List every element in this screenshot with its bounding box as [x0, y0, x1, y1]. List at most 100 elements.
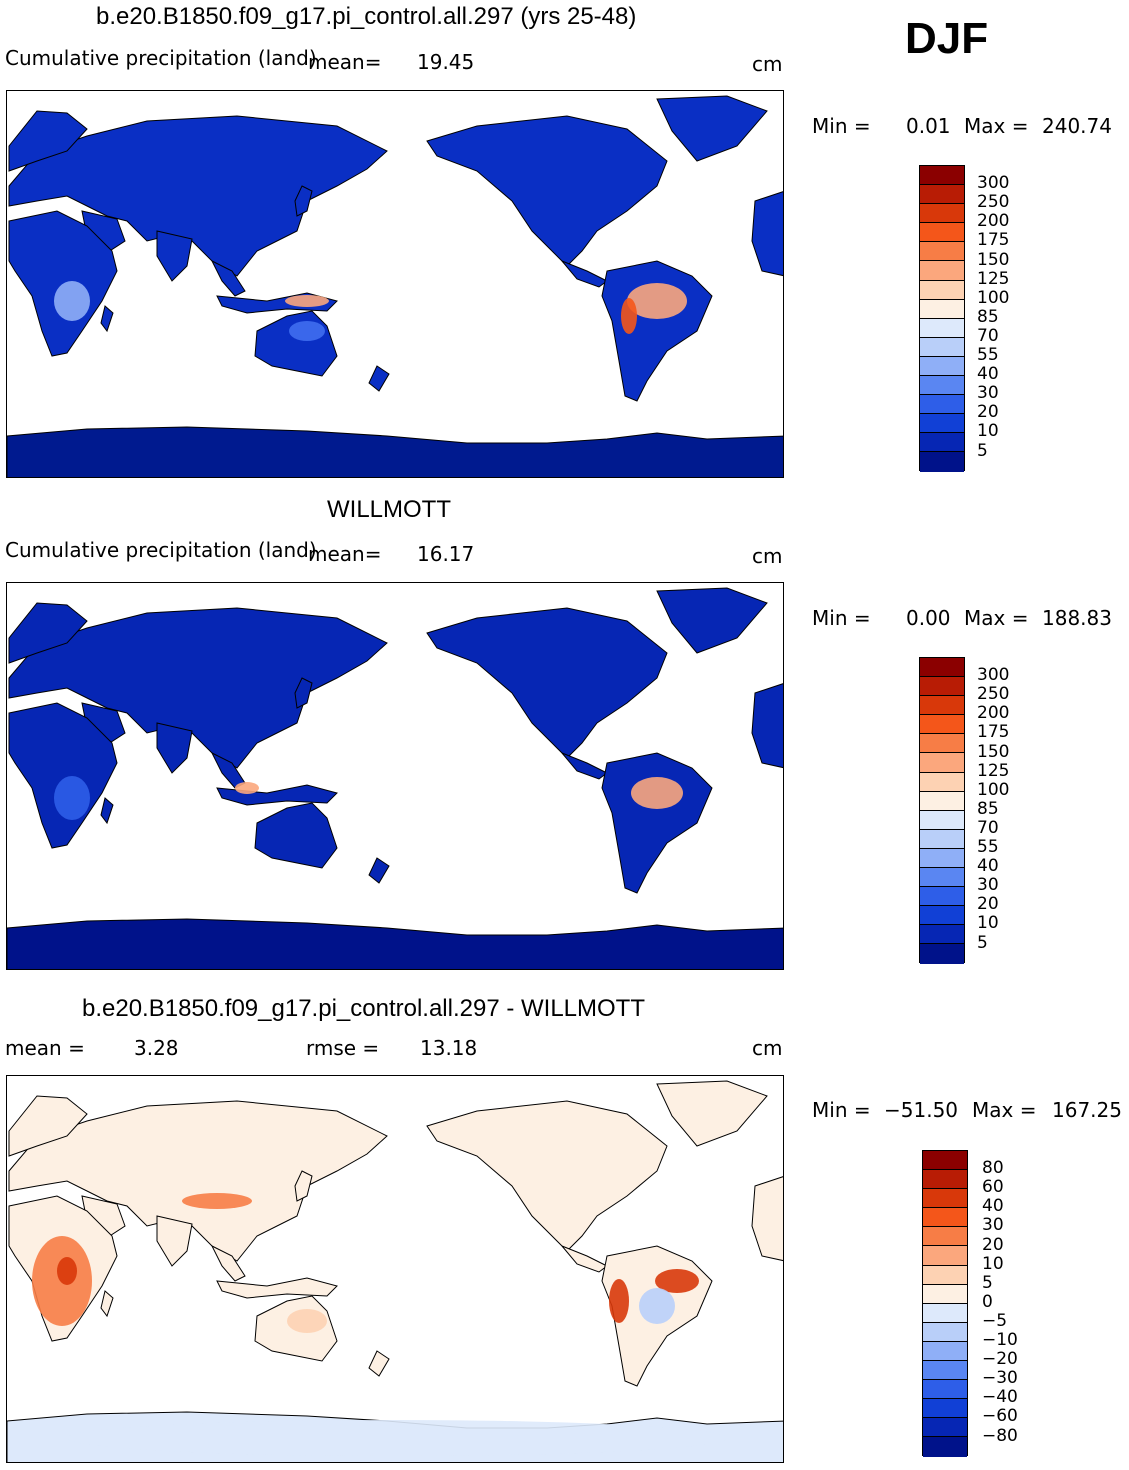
colorbar-swatch	[920, 414, 964, 434]
landmass-greenland	[656, 95, 768, 162]
panel1-units: cm	[752, 52, 783, 76]
colorbar-tick-label: 55	[977, 345, 999, 365]
field-amazon-wet	[627, 283, 687, 319]
panel1-title: b.e20.B1850.f09_g17.pi_control.all.297 (…	[96, 3, 637, 30]
colorbar-swatch	[920, 829, 964, 849]
field-brazil-mid	[639, 1288, 675, 1324]
colorbar-swatch	[920, 791, 964, 811]
colorbar-swatch	[923, 1246, 967, 1266]
landmass-africa-east-edge	[751, 1176, 783, 1262]
colorbar-swatch	[920, 376, 964, 396]
field-australia-mid	[289, 321, 325, 341]
colorbar-tick-label: 150	[977, 249, 1010, 270]
colorbar-tick-label: 100	[977, 779, 1010, 800]
colorbar-tick-label: 250	[977, 192, 1010, 213]
colorbar-tick-label: 10	[977, 913, 999, 934]
colorbar-tick-label: 300	[977, 173, 1010, 194]
colorbar-tick-label: 30	[982, 1215, 1004, 1236]
colorbar-tick-label: −10	[982, 1330, 1018, 1350]
landmass-nz	[368, 365, 390, 392]
colorbar-tick-label: 250	[977, 684, 1010, 705]
landmass-india	[156, 1215, 193, 1267]
panel3-min-value: −51.50	[884, 1098, 959, 1122]
landmass-greenland	[656, 1080, 768, 1147]
colorbar-swatch	[920, 433, 964, 453]
colorbar-swatch	[923, 1437, 967, 1457]
landmass-northamerica	[426, 115, 668, 267]
panel3-map	[6, 1075, 784, 1463]
colorbar-swatch	[923, 1284, 967, 1304]
panel2-max-value: 188.83	[1042, 606, 1112, 630]
colorbar-tick-label: −40	[982, 1387, 1018, 1408]
panel3-mean-value: 3.28	[134, 1036, 179, 1060]
colorbar-tick-label: 20	[977, 894, 999, 915]
panel3-rmse-label: rmse =	[306, 1036, 380, 1060]
colorbar-tick-label: −80	[982, 1425, 1018, 1446]
panel2-map	[6, 582, 784, 970]
panel2-min-value: 0.00	[906, 606, 951, 630]
colorbar-swatch	[920, 337, 964, 357]
colorbar-swatch	[923, 1227, 967, 1247]
field-asia-wet	[182, 1193, 252, 1209]
landmass-japan	[294, 185, 313, 217]
colorbar-tick-label: 5	[977, 440, 988, 461]
panel3-colorbar	[922, 1150, 968, 1457]
colorbar-tick-label: −20	[982, 1349, 1018, 1370]
colorbar-swatch	[923, 1341, 967, 1362]
colorbar-swatch	[920, 906, 964, 926]
colorbar-swatch	[920, 242, 964, 262]
colorbar-swatch	[920, 452, 964, 472]
colorbar-tick-label: 200	[977, 211, 1010, 232]
colorbar-tick-label: 0	[982, 1291, 993, 1312]
colorbar-tick-label: 175	[977, 230, 1010, 251]
landmass-seasia	[210, 1244, 246, 1282]
colorbar-swatch	[920, 166, 964, 186]
colorbar-swatch	[920, 658, 964, 678]
panel2-max-label: Max =	[964, 606, 1029, 630]
panel2-colorbar	[919, 657, 965, 964]
colorbar-swatch	[920, 848, 964, 869]
colorbar-tick-label: 125	[977, 268, 1010, 289]
colorbar-tick-label: 5	[982, 1272, 993, 1293]
colorbar-swatch	[923, 1418, 967, 1438]
colorbar-tick-label: 200	[977, 703, 1010, 724]
colorbar-swatch	[920, 204, 964, 224]
colorbar-swatch	[920, 677, 964, 697]
colorbar-swatch	[920, 395, 964, 415]
colorbar-tick-label: 55	[977, 837, 999, 857]
field-antarctica-mid	[67, 1420, 727, 1456]
colorbar-swatch	[920, 696, 964, 716]
colorbar-tick-label: 10	[977, 421, 999, 442]
colorbar-tick-label: −30	[982, 1368, 1018, 1389]
field-africa-mid	[54, 776, 90, 820]
colorbar-swatch	[923, 1322, 967, 1342]
landmass-india	[156, 230, 193, 282]
panel1-map	[6, 90, 784, 478]
colorbar-tick-label: 70	[977, 817, 999, 838]
field-amazon-wetter	[655, 1269, 699, 1293]
colorbar-swatch	[923, 1170, 967, 1190]
colorbar-swatch	[920, 925, 964, 945]
panel2-min-label: Min =	[812, 606, 871, 630]
panel2-variable-label: Cumulative precipitation (land)	[5, 538, 317, 562]
landmass-nz	[368, 857, 390, 884]
colorbar-tick-label: 10	[982, 1253, 1004, 1274]
landmass-africa	[8, 702, 118, 849]
panel1-mean-label: mean=	[308, 50, 382, 74]
colorbar-tick-label: 70	[977, 325, 999, 346]
landmass-northamerica	[426, 607, 668, 759]
colorbar-swatch	[920, 299, 964, 319]
colorbar-swatch	[920, 715, 964, 735]
season-label: DJF	[905, 14, 989, 63]
field-amazon-wet	[631, 777, 683, 809]
panel2-mean-label: mean=	[308, 542, 382, 566]
colorbar-tick-label: 20	[977, 402, 999, 423]
colorbar-tick-label: 175	[977, 722, 1010, 743]
colorbar-swatch	[923, 1303, 967, 1323]
landmass-centralamerica	[561, 1245, 608, 1273]
panel3-units: cm	[752, 1036, 783, 1060]
field-indonesia-wet	[285, 295, 329, 307]
field-andes-wetter	[609, 1279, 629, 1323]
colorbar-swatch	[920, 280, 964, 300]
landmass-africa-east-edge	[751, 683, 783, 769]
